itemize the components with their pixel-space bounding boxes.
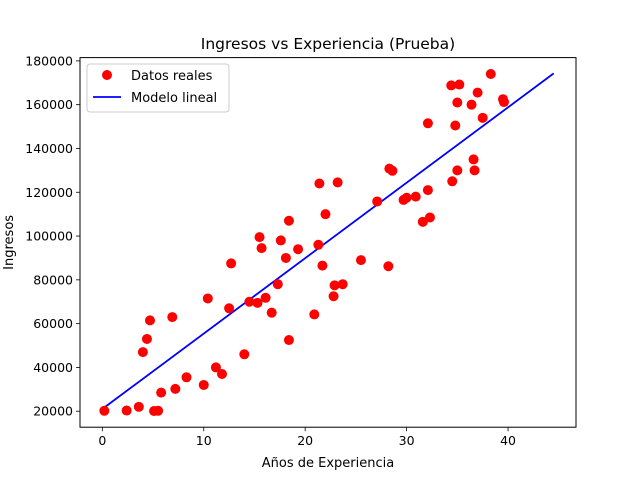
data-point (153, 405, 164, 416)
data-point (210, 362, 221, 373)
x-tick-label: 0 (98, 433, 106, 448)
data-point (337, 279, 348, 290)
data-point (99, 405, 110, 416)
y-axis-title: Ingresos (2, 215, 17, 270)
data-point (332, 177, 343, 188)
data-points-layer (99, 69, 509, 416)
data-point (447, 176, 458, 187)
data-point (452, 97, 463, 108)
data-point (450, 120, 461, 131)
data-point (266, 307, 277, 318)
legend-label-line: Modelo lineal (131, 91, 217, 106)
data-point (329, 280, 340, 291)
data-point (283, 215, 294, 226)
data-point (217, 368, 228, 379)
y-tick-label: 20000 (33, 404, 73, 419)
legend: Datos reales Modelo lineal (86, 63, 230, 113)
data-point (260, 292, 271, 303)
data-point (181, 372, 192, 383)
data-point (422, 185, 433, 196)
data-point (226, 258, 237, 269)
data-point (477, 112, 488, 123)
data-point (328, 291, 339, 302)
data-point (244, 296, 255, 307)
data-point (320, 209, 331, 220)
data-point (198, 379, 209, 390)
data-point (293, 244, 304, 255)
data-point (498, 97, 509, 108)
data-point (309, 309, 320, 320)
y-tick-label: 60000 (33, 316, 73, 331)
regression-line-layer (101, 72, 555, 410)
y-tick-label: 40000 (33, 360, 73, 375)
data-point (202, 293, 213, 304)
data-point (472, 87, 483, 98)
legend-box (86, 63, 230, 113)
data-point (272, 279, 283, 290)
y-axis: 20000 40000 60000 80000 100000 120000 140000 16… (25, 53, 80, 419)
data-point (452, 165, 463, 176)
data-point (121, 405, 132, 416)
data-point (156, 387, 167, 398)
data-point (424, 212, 435, 223)
x-tick-label: 30 (399, 433, 415, 448)
x-axis-title: Años de Experiencia (262, 456, 394, 471)
data-point (170, 383, 181, 394)
data-point (372, 196, 383, 207)
data-point (133, 401, 144, 412)
x-axis: 0 10 20 30 40 (98, 427, 516, 448)
y-tick-label: 180000 (25, 53, 73, 68)
data-point (239, 349, 250, 360)
plot-area (79, 57, 577, 428)
y-tick-label: 140000 (25, 141, 73, 156)
y-tick-label: 80000 (33, 272, 73, 287)
data-point (256, 243, 267, 254)
x-tick-label: 20 (297, 433, 313, 448)
data-point (383, 261, 394, 272)
x-tick-label: 10 (196, 433, 212, 448)
data-point (283, 335, 294, 346)
data-point (387, 165, 398, 176)
data-point (252, 297, 263, 308)
data-point (137, 347, 148, 358)
data-point (410, 191, 421, 202)
chart-title: Ingresos vs Experiencia (Prueba) (201, 35, 455, 53)
data-point (313, 239, 324, 250)
data-point (275, 235, 286, 246)
data-point (167, 312, 178, 323)
data-point (401, 192, 412, 203)
data-point (446, 80, 457, 91)
data-point (422, 118, 433, 129)
legend-marker-points (102, 70, 112, 80)
data-point (144, 315, 155, 326)
data-point (468, 154, 479, 165)
data-point (485, 69, 496, 80)
legend-label-points: Datos reales (131, 69, 213, 84)
data-point (317, 260, 328, 271)
y-tick-label: 160000 (25, 97, 73, 112)
x-tick-label: 40 (500, 433, 516, 448)
data-point (141, 333, 152, 344)
data-point (469, 165, 480, 176)
data-point (280, 252, 291, 263)
y-tick-label: 100000 (25, 229, 73, 244)
regression-line (101, 72, 555, 410)
data-point (224, 303, 235, 314)
data-point (454, 79, 465, 90)
data-point (466, 99, 477, 110)
data-point (254, 232, 265, 243)
y-tick-label: 120000 (25, 185, 73, 200)
data-point (314, 178, 325, 189)
data-point (355, 255, 366, 266)
